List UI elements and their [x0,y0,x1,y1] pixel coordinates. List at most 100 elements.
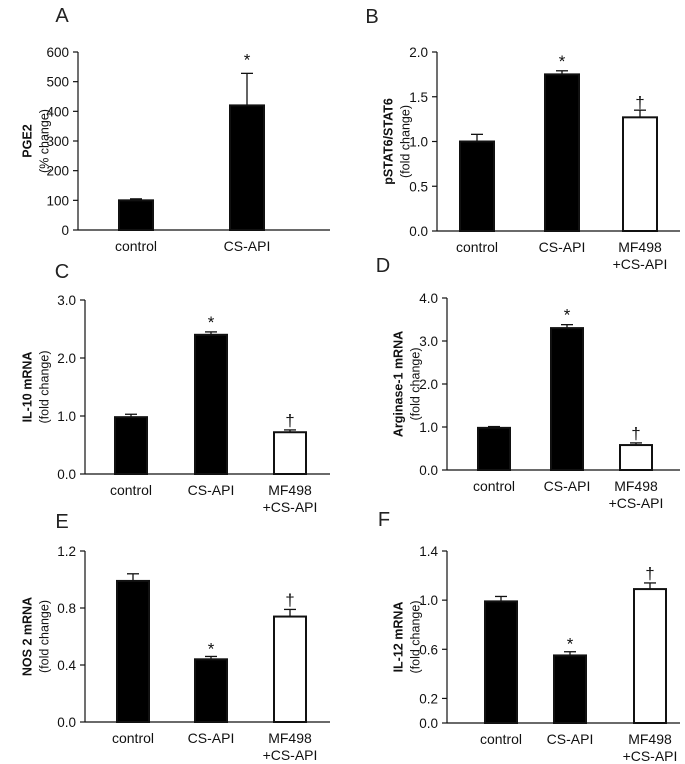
y-tick-label: 2.0 [419,377,438,392]
x-category-label: control [480,731,522,747]
significance-dagger: † [635,93,644,112]
y-tick-label: 0.4 [57,658,76,673]
y-tick-label: 0.0 [419,716,438,731]
x-category-label: MF498 [614,478,658,494]
significance-star: * [244,50,251,69]
panel-a: A 0 100 200 300 400 500 600 PGE2 (% change) contro… [20,5,330,254]
panel-letter: D [376,255,390,277]
panel-letter: F [378,509,390,531]
bar-mf498 [273,615,307,723]
y-axis-subtitle: (% change) [37,109,51,173]
significance-dagger: † [285,590,294,609]
bar-control [114,416,148,476]
x-category-label: CS-API [188,482,235,498]
x-category-label: control [112,730,154,746]
x-category-label: control [473,478,515,494]
panel-f: F 0.0 0.2 0.6 1.0 1.4 IL-12 mRNA (fold change) c… [378,509,680,764]
y-tick-label: 400 [46,104,69,119]
x-category-label: control [115,238,157,254]
y-tick-label: 4.0 [419,291,438,306]
bar-mf498 [619,444,653,471]
y-tick-label: 300 [46,134,69,149]
bar-mf498 [633,588,667,724]
x-category-label: +CS-API [263,747,318,763]
bar-mf498 [622,116,658,232]
y-tick-label: 1.0 [419,420,438,435]
bar-control [459,140,495,232]
y-axis-subtitle: (fold change) [408,601,422,674]
y-tick-label: 0.8 [57,601,76,616]
x-category-label: MF498 [268,482,312,498]
significance-star: * [567,635,574,654]
y-tick-label: 3.0 [57,293,76,308]
significance-star: * [208,639,215,658]
y-tick-label: 200 [46,164,69,179]
y-tick-label: 1.4 [419,544,438,559]
y-axis-subtitle: (fold change) [37,600,51,673]
x-category-label: +CS-API [613,256,668,272]
y-axis-title: IL-10 mRNA [20,352,34,423]
y-axis-title: pSTAT6/STAT6 [381,98,395,185]
x-category-label: MF498 [628,731,672,747]
x-category-label: +CS-API [609,495,664,511]
y-tick-label: 0.5 [409,179,428,194]
y-axis-title: NOS 2 mRNA [20,597,34,676]
y-tick-label: 2.0 [57,351,76,366]
y-axis-subtitle: (fold change) [408,348,422,421]
bar-cs-api [544,73,580,232]
y-tick-label: 600 [46,45,69,60]
y-tick-label: 0.2 [419,691,438,706]
y-axis-title: Arginase-1 mRNA [391,331,405,437]
x-category-label: CS-API [539,239,586,255]
x-category-label: MF498 [618,239,662,255]
y-tick-label: 2.0 [409,45,428,60]
bar-control [484,600,518,724]
significance-dagger: † [645,564,654,583]
significance-dagger: † [631,424,640,443]
x-category-label: +CS-API [263,499,318,515]
x-category-label: CS-API [544,478,591,494]
bar-cs-api [553,654,587,725]
panel-letter: B [365,6,378,28]
panel-b: B 0.0 0.5 1.0 1.5 2.0 pSTAT6/STAT6 (fold change… [365,6,680,272]
bar-cs-api [229,104,265,231]
panel-letter: E [55,511,68,533]
y-tick-label: 0 [61,223,69,238]
bar-cs-api [550,327,584,471]
panel-e: E 0.0 0.4 0.8 1.2 NOS 2 mRNA (fold change) cont… [20,511,330,763]
x-category-label: +CS-API [623,748,678,764]
bar-control [477,426,511,471]
y-axis-title: IL-12 mRNA [391,602,405,673]
bar-cs-api [194,333,228,475]
y-tick-label: 1.2 [57,544,76,559]
panel-letter: C [55,261,69,283]
y-tick-label: 0.6 [419,642,438,657]
y-tick-label: 1.0 [409,135,428,150]
panel-c: C 0.0 1.0 2.0 3.0 IL-10 mRNA (fold change) cont… [20,261,330,515]
bar-control [116,579,150,723]
x-category-label: MF498 [268,730,312,746]
significance-star: * [559,52,566,71]
y-tick-label: 0.0 [57,467,76,482]
significance-dagger: † [285,411,294,430]
panel-d: D 0.0 1.0 2.0 3.0 4.0 Arginase-1 mRNA (fold cha… [376,255,680,511]
y-axis-subtitle: (fold change) [37,351,51,424]
y-tick-label: 1.0 [419,593,438,608]
y-tick-label: 0.0 [419,463,438,478]
bar-cs-api [194,658,228,723]
y-tick-label: 0.0 [409,224,428,239]
x-category-label: control [456,239,498,255]
x-category-label: CS-API [188,730,235,746]
y-tick-label: 500 [46,75,69,90]
x-category-label: CS-API [224,238,271,254]
x-category-label: CS-API [547,731,594,747]
y-tick-label: 1.5 [409,90,428,105]
y-tick-label: 1.0 [57,409,76,424]
bar-control [118,199,154,231]
y-axis-subtitle: (fold change) [398,105,412,178]
significance-star: * [208,313,215,332]
y-tick-label: 100 [46,193,69,208]
bar-mf498 [273,431,307,475]
y-tick-label: 0.0 [57,715,76,730]
